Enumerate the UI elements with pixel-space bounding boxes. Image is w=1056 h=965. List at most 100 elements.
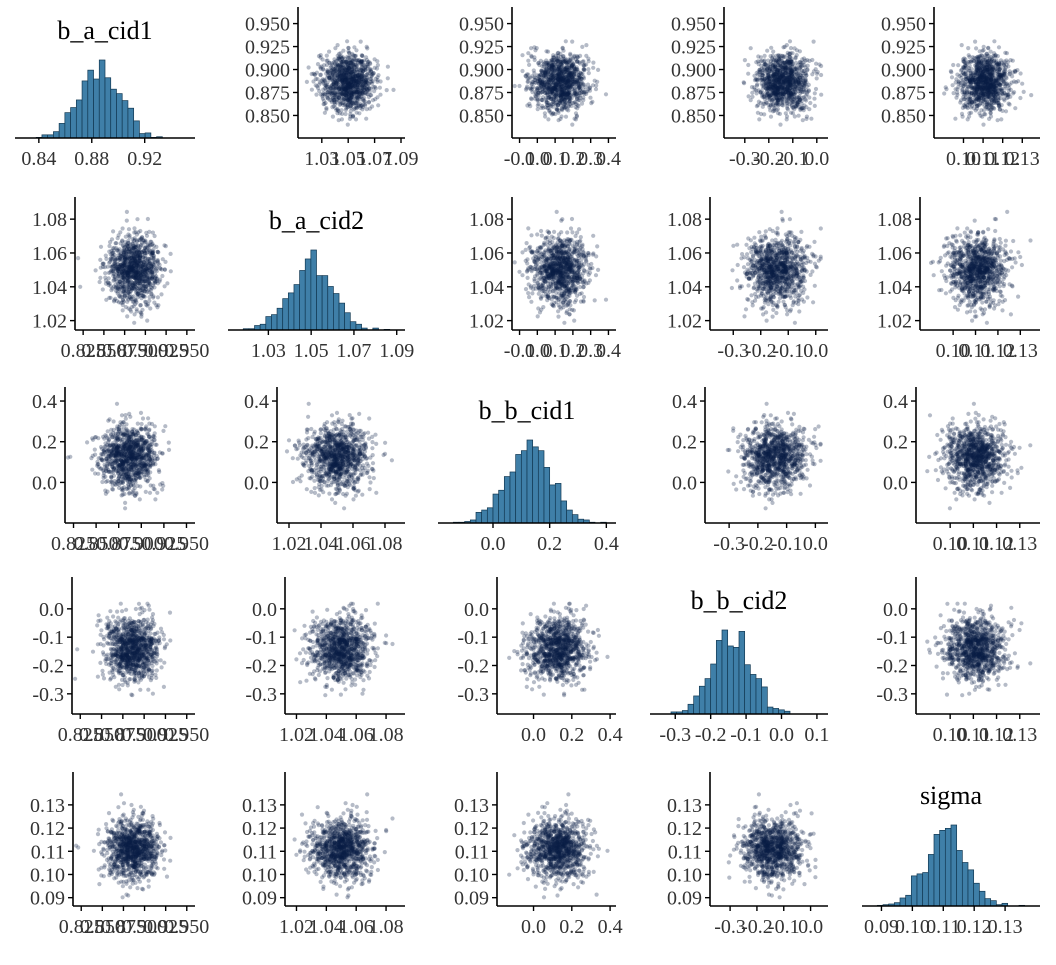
scatter-point [1004, 65, 1008, 69]
scatter-point [347, 51, 351, 55]
scatter-point [351, 115, 355, 119]
scatter-point [558, 68, 562, 72]
scatter-point [991, 77, 995, 81]
scatter-point [819, 73, 823, 77]
scatter-point [101, 287, 105, 291]
scatter-point [345, 39, 349, 43]
scatter-point [994, 63, 998, 67]
scatter-point [524, 88, 528, 92]
scatter-point [533, 81, 537, 85]
scatter-point [779, 84, 783, 88]
scatter-point [796, 77, 800, 81]
scatter-point [951, 63, 955, 67]
scatter-point [814, 87, 818, 91]
scatter-point [750, 91, 754, 95]
scatter-point [118, 230, 122, 234]
scatter-point [564, 105, 568, 109]
scatter-point [785, 117, 789, 121]
scatter-point [955, 73, 959, 77]
scatter-point [550, 64, 554, 68]
scatter-point [777, 59, 781, 63]
x-tick-label: 0.4 [596, 148, 621, 170]
y-tick-label: 0.900 [459, 60, 504, 82]
scatter-point [755, 104, 759, 108]
scatter-point [360, 77, 364, 81]
scatter-point [794, 72, 798, 76]
scatter-point [341, 103, 345, 107]
scatter-point [344, 73, 348, 77]
scatter-point [763, 58, 767, 62]
scatter-point [336, 74, 340, 78]
scatter-point [144, 240, 148, 244]
scatter-point [537, 102, 541, 106]
scatter-point [338, 111, 342, 115]
scatter-point [807, 59, 811, 63]
scatter-point [517, 84, 521, 88]
scatter-point [797, 114, 801, 118]
scatter-point [771, 109, 775, 113]
scatter-point [788, 77, 792, 81]
scatter-point [951, 83, 955, 87]
scatter-point [560, 85, 564, 89]
scatter-point [537, 94, 541, 98]
scatter-point [122, 275, 126, 279]
scatter-point [584, 85, 588, 89]
scatter-point [104, 278, 108, 282]
scatter-point [1004, 109, 1008, 113]
scatter-point [804, 98, 808, 102]
scatter-point [1019, 71, 1023, 75]
scatter-point [345, 96, 349, 100]
scatter-point [346, 82, 350, 86]
scatter-point [111, 279, 115, 283]
scatter-point [561, 60, 565, 64]
scatter-point [807, 95, 811, 99]
scatter-point [361, 91, 365, 95]
scatter-point [774, 85, 778, 89]
scatter-point [812, 69, 816, 73]
scatter-point [956, 85, 960, 89]
scatter-point [555, 83, 559, 87]
scatter-point [143, 256, 147, 260]
scatter-point [770, 82, 774, 86]
scatter-point [152, 258, 156, 262]
scatter-point [786, 72, 790, 76]
scatter-point [124, 305, 128, 309]
panel-b_a_cid1-vs-b_a_cid2: 0.8500.8750.9000.9250.9501.031.051.071.0… [245, 7, 419, 170]
scatter-point [340, 60, 344, 64]
scatter-point [336, 90, 340, 94]
scatter-point [537, 82, 541, 86]
scatter-point [558, 117, 562, 121]
scatter-point [817, 62, 821, 66]
scatter-point [785, 43, 789, 47]
scatter-point [972, 102, 976, 106]
histogram-bar [128, 108, 134, 138]
scatter-point [568, 96, 572, 100]
scatter-point [762, 112, 766, 116]
scatter-point [986, 59, 990, 63]
scatter-point [769, 115, 773, 119]
histogram-bar [71, 108, 77, 138]
scatter-point [316, 62, 320, 66]
scatter-point [590, 100, 594, 104]
scatter-point [132, 226, 136, 230]
scatter-point [981, 123, 985, 127]
histogram-bar [76, 100, 82, 138]
scatter-point [145, 319, 149, 323]
scatter-point [541, 106, 545, 110]
scatter-point [367, 95, 371, 99]
scatter-point [551, 76, 555, 80]
scatter-point [527, 76, 531, 80]
histogram-bar [59, 123, 65, 138]
scatter-point [367, 100, 371, 104]
scatter-point [557, 64, 561, 68]
scatter-point [568, 53, 572, 57]
scatter-point [540, 69, 544, 73]
scatter-point [345, 55, 349, 59]
y-tick-label: 0.875 [671, 82, 716, 104]
scatter-point [311, 79, 315, 83]
scatter-point [342, 86, 346, 90]
scatter-point [124, 235, 128, 239]
scatter-point [757, 117, 761, 121]
scatter-point [993, 69, 997, 73]
scatter-point [127, 227, 131, 231]
